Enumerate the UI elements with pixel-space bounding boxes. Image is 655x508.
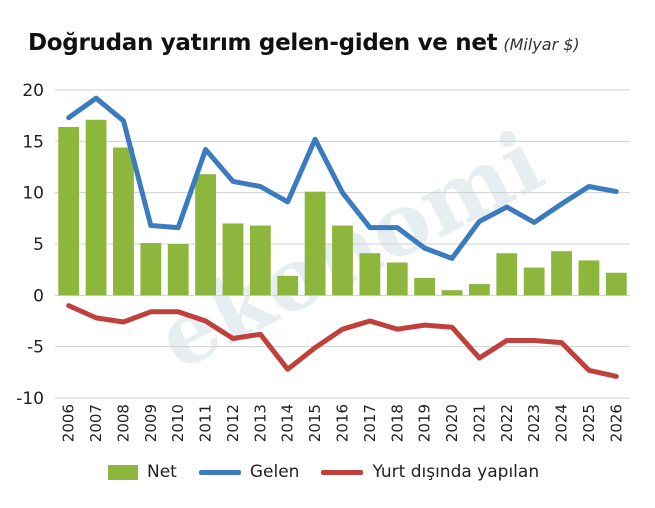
net-bar [249,225,271,296]
y-tick-label: 20 [22,81,44,101]
net-bar [304,191,326,296]
net-bar [195,174,216,296]
y-axis: 20 15 10 5 0 -5 -10 [16,81,44,409]
legend-swatch-gelen [198,469,241,475]
net-bar [386,262,408,296]
x-tick-label: 2014 [279,404,297,442]
legend-swatch-net [108,464,138,480]
y-tick-label: 0 [33,286,44,306]
y-tick-label: -5 [27,338,44,358]
yurt-line [66,303,619,379]
x-tick-label: 2020 [443,404,461,442]
legend-swatch-yurt [321,469,364,475]
x-tick-label: 2025 [580,404,598,442]
x-tick-label: 2011 [197,404,215,442]
y-tick-label: 15 [22,132,44,152]
net-bar [359,253,381,296]
net-bar [58,126,80,296]
x-tick-label: 2024 [553,404,571,442]
legend-item-gelen: Gelen [198,462,300,482]
net-bar [414,277,436,296]
y-tick-label: -10 [16,389,44,409]
x-tick-label: 2019 [416,404,434,442]
net-bar [222,223,244,296]
net-bar [551,251,572,296]
x-tick-label: 2008 [114,404,132,442]
net-bar [469,284,490,296]
x-tick-label: 2012 [224,404,242,442]
legend-item-yurt: Yurt dışında yapılan [321,462,539,482]
x-tick-label: 2017 [361,404,379,442]
x-tick-label: 2015 [306,404,324,442]
x-axis: 2006 2007 2008 2009 2010 2011 2012 2013 2014 2015… [60,404,626,442]
legend-label-yurt: Yurt dışında yapılan [372,462,540,482]
net-bar [578,260,600,296]
net-bars [58,119,627,296]
x-tick-label: 2009 [142,404,160,442]
x-tick-label: 2016 [334,404,352,442]
net-bar [605,272,627,296]
y-tick-label: 10 [22,184,44,204]
x-tick-label: 2026 [607,404,625,442]
net-bar [140,242,162,296]
x-tick-label: 2022 [498,404,516,442]
legend-label-net: Net [147,462,177,482]
x-tick-label: 2013 [251,404,269,442]
y-tick-label: 5 [33,235,44,255]
x-tick-label: 2021 [470,404,488,442]
x-tick-label: 2006 [60,404,78,442]
legend: Net Gelen Yurt dışında yapılan [108,462,561,482]
chart-title-text: Doğrudan yatırım gelen-giden ve net [28,30,498,56]
net-bar [113,147,134,296]
chart-unit: (Milyar $) [503,35,580,54]
chart-title: Doğrudan yatırım gelen-giden ve net (Mily… [28,30,580,56]
net-bar [523,267,545,296]
net-bar [85,119,107,296]
x-tick-label: 2018 [388,404,406,442]
legend-label-gelen: Gelen [249,462,300,482]
net-bar [332,225,353,296]
net-bar [441,290,463,296]
lines [66,95,619,379]
x-tick-label: 2010 [169,404,187,442]
x-tick-label: 2023 [525,404,543,442]
net-bar [277,275,299,296]
legend-item-net: Net [108,462,177,482]
gelen-line [66,95,619,261]
x-tick-label: 2007 [87,404,105,442]
net-bar [167,244,189,296]
net-bar [496,253,518,296]
